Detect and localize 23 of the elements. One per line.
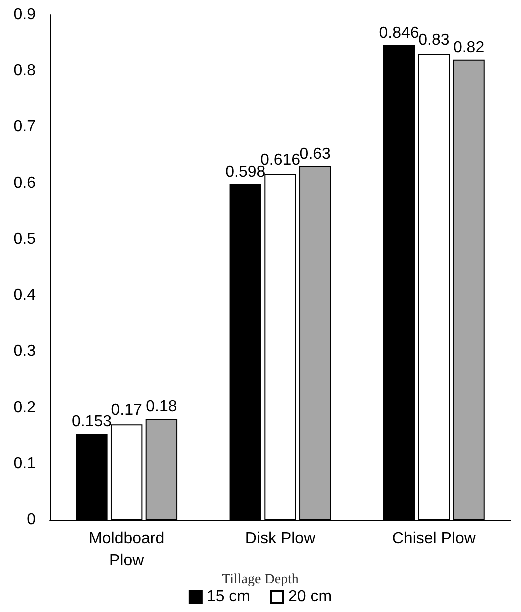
y-tick-label: 0.2: [14, 399, 36, 416]
legend-label: 20 cm: [288, 588, 332, 606]
data-label: 0.83: [418, 32, 450, 49]
y-tick-label: 0.1: [14, 455, 36, 472]
data-label: 0.82: [453, 39, 485, 56]
data-label: 0.17: [111, 402, 143, 420]
data-label: 0.18: [146, 398, 178, 416]
y-tick-label: 0.3: [14, 343, 36, 360]
y-tick-label: 0: [27, 512, 36, 528]
data-label: 0.846: [379, 24, 420, 42]
x-tick-label: Moldboard Plow: [89, 530, 165, 570]
data-label: 0.63: [300, 146, 332, 163]
y-tick-label: 0.5: [14, 230, 36, 248]
x-tick-label: Chisel Plow: [392, 530, 476, 548]
y-tick-label: 0.4: [14, 287, 36, 304]
x-tick-label: Disk Plow: [245, 530, 316, 548]
y-tick-label: 0.9: [14, 6, 36, 24]
y-tick-label: 0.8: [14, 62, 36, 80]
data-label: 0.153: [72, 414, 112, 431]
y-tick-label: 0.7: [14, 118, 36, 136]
legend-label: 15 cm: [206, 588, 251, 606]
y-tick-label: 0.6: [14, 174, 36, 192]
legend-title: Tillage Depth: [222, 572, 299, 588]
